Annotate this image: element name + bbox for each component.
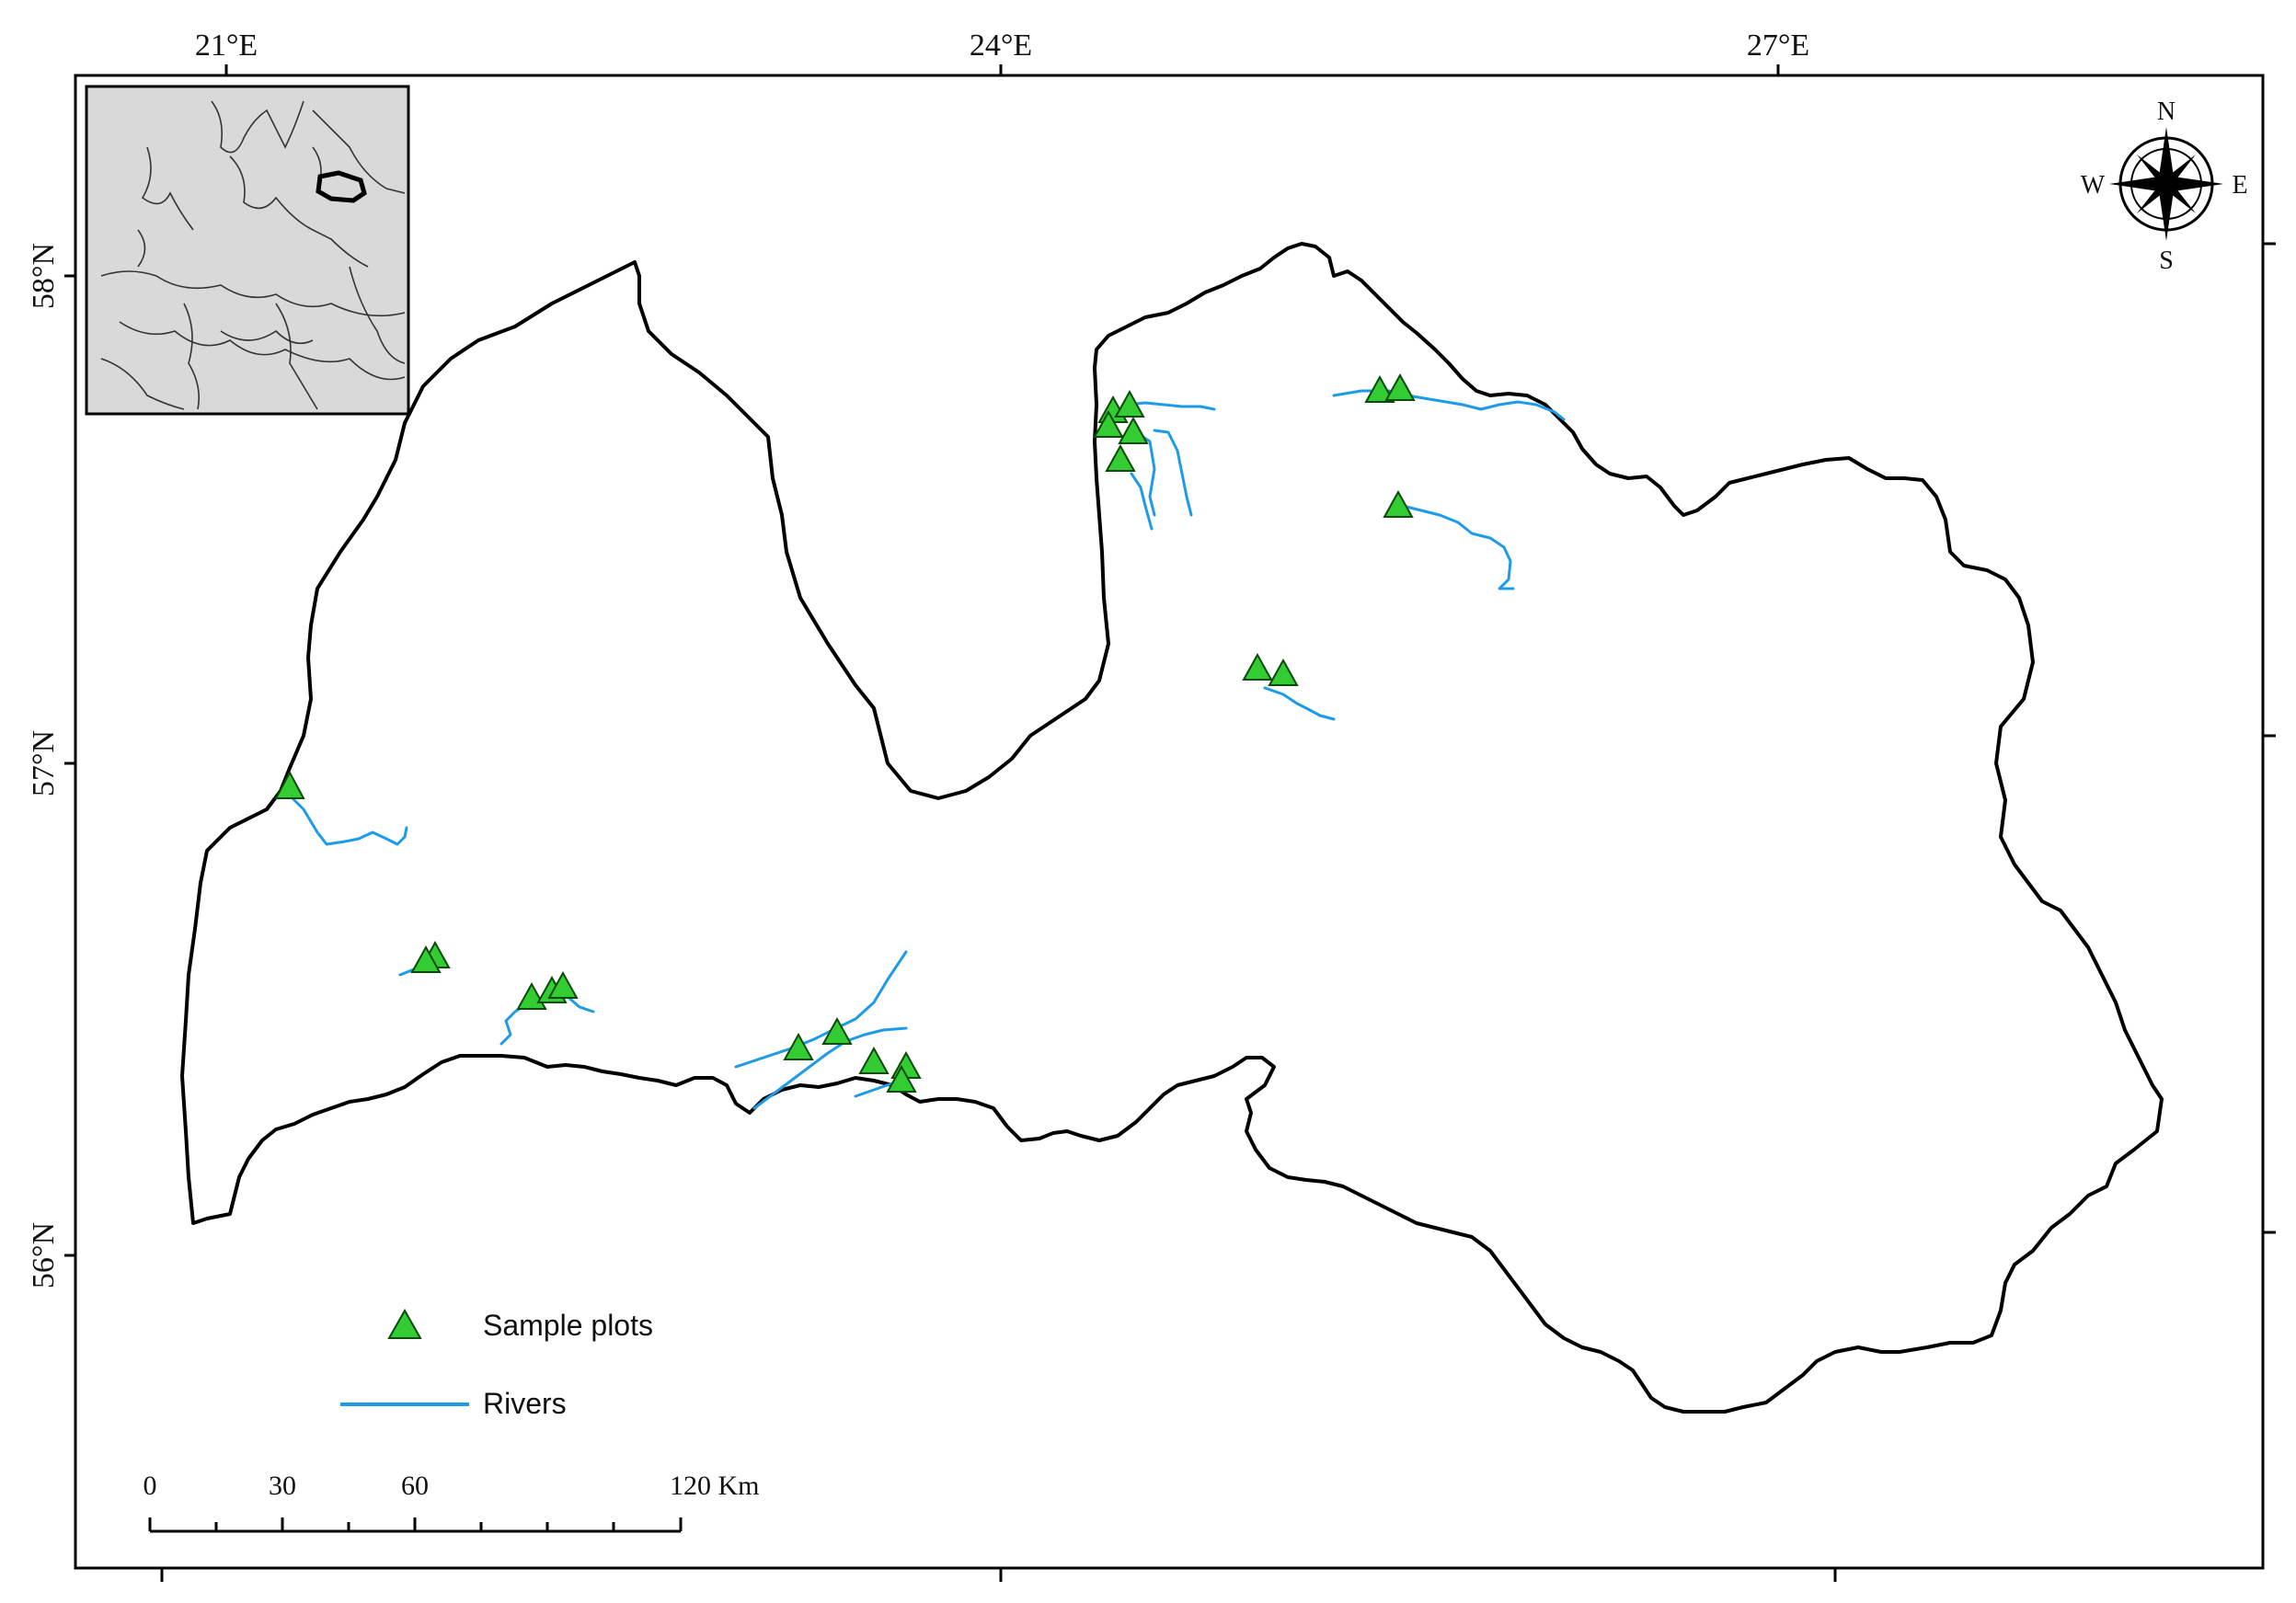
country-boundary [180,242,2164,1414]
scale-bar: 0 30 60 120 Km [144,1471,760,1533]
lon-label-27e: 27°E [1747,29,1809,63]
sample-plot [783,1032,814,1060]
sample-plot [1105,443,1136,472]
lat-label-58n: 58°N [27,243,61,309]
scale-label-30: 30 [269,1471,296,1501]
scale-label-120km: 120 Km [670,1471,760,1501]
river-south-2 [752,1026,908,1110]
longitude-graticule: 21°E 24°E 27°E [160,29,1837,1582]
lon-label-21e: 21°E [195,29,258,63]
river-west-coast [288,794,408,846]
legend-rivers-label: Rivers [483,1387,567,1420]
latitude-graticule: 58°N 57°N 56°N [27,242,2276,1288]
scale-label-60: 60 [401,1471,429,1501]
compass-south: S [2159,246,2174,275]
sample-plot [1114,389,1145,418]
sample-plots-layer [274,372,1416,1093]
sample-plot [1268,658,1299,686]
inset-locator-map [85,85,410,416]
legend: Sample plots Rivers [340,1308,653,1420]
river-north-4 [1130,472,1154,531]
sample-plot [1118,416,1149,444]
river-north-1 [1125,401,1216,411]
compass-west: W [2081,171,2106,200]
sample-plot [886,1064,917,1093]
sample-plot [1383,489,1414,518]
compass-north: N [2157,97,2175,126]
map-frame [74,74,2265,1570]
compass-east: E [2232,171,2247,200]
river-north-3 [1153,429,1193,517]
sample-plot [1364,374,1395,403]
sample-plot [1093,409,1124,438]
lon-label-24e: 24°E [970,29,1032,63]
sample-plot [1384,372,1416,401]
lat-label-56n: 56°N [27,1222,61,1288]
sample-plot [821,1016,853,1045]
river-east-1 [1401,504,1515,590]
sample-plot [547,970,579,999]
sample-plot [274,770,305,799]
rivers-layer [288,389,1566,1110]
sample-plot [410,945,442,973]
lat-label-57n: 57°N [27,730,61,796]
legend-sample-plot-symbol [387,1308,422,1339]
scale-label-0: 0 [144,1471,157,1501]
river-south-1 [734,950,908,1069]
sample-plot [858,1046,890,1074]
legend-sample-plots-label: Sample plots [483,1309,653,1342]
sample-plot [1242,652,1273,681]
river-central [1263,686,1336,721]
north-arrow-compass: N S E W [2081,97,2248,275]
